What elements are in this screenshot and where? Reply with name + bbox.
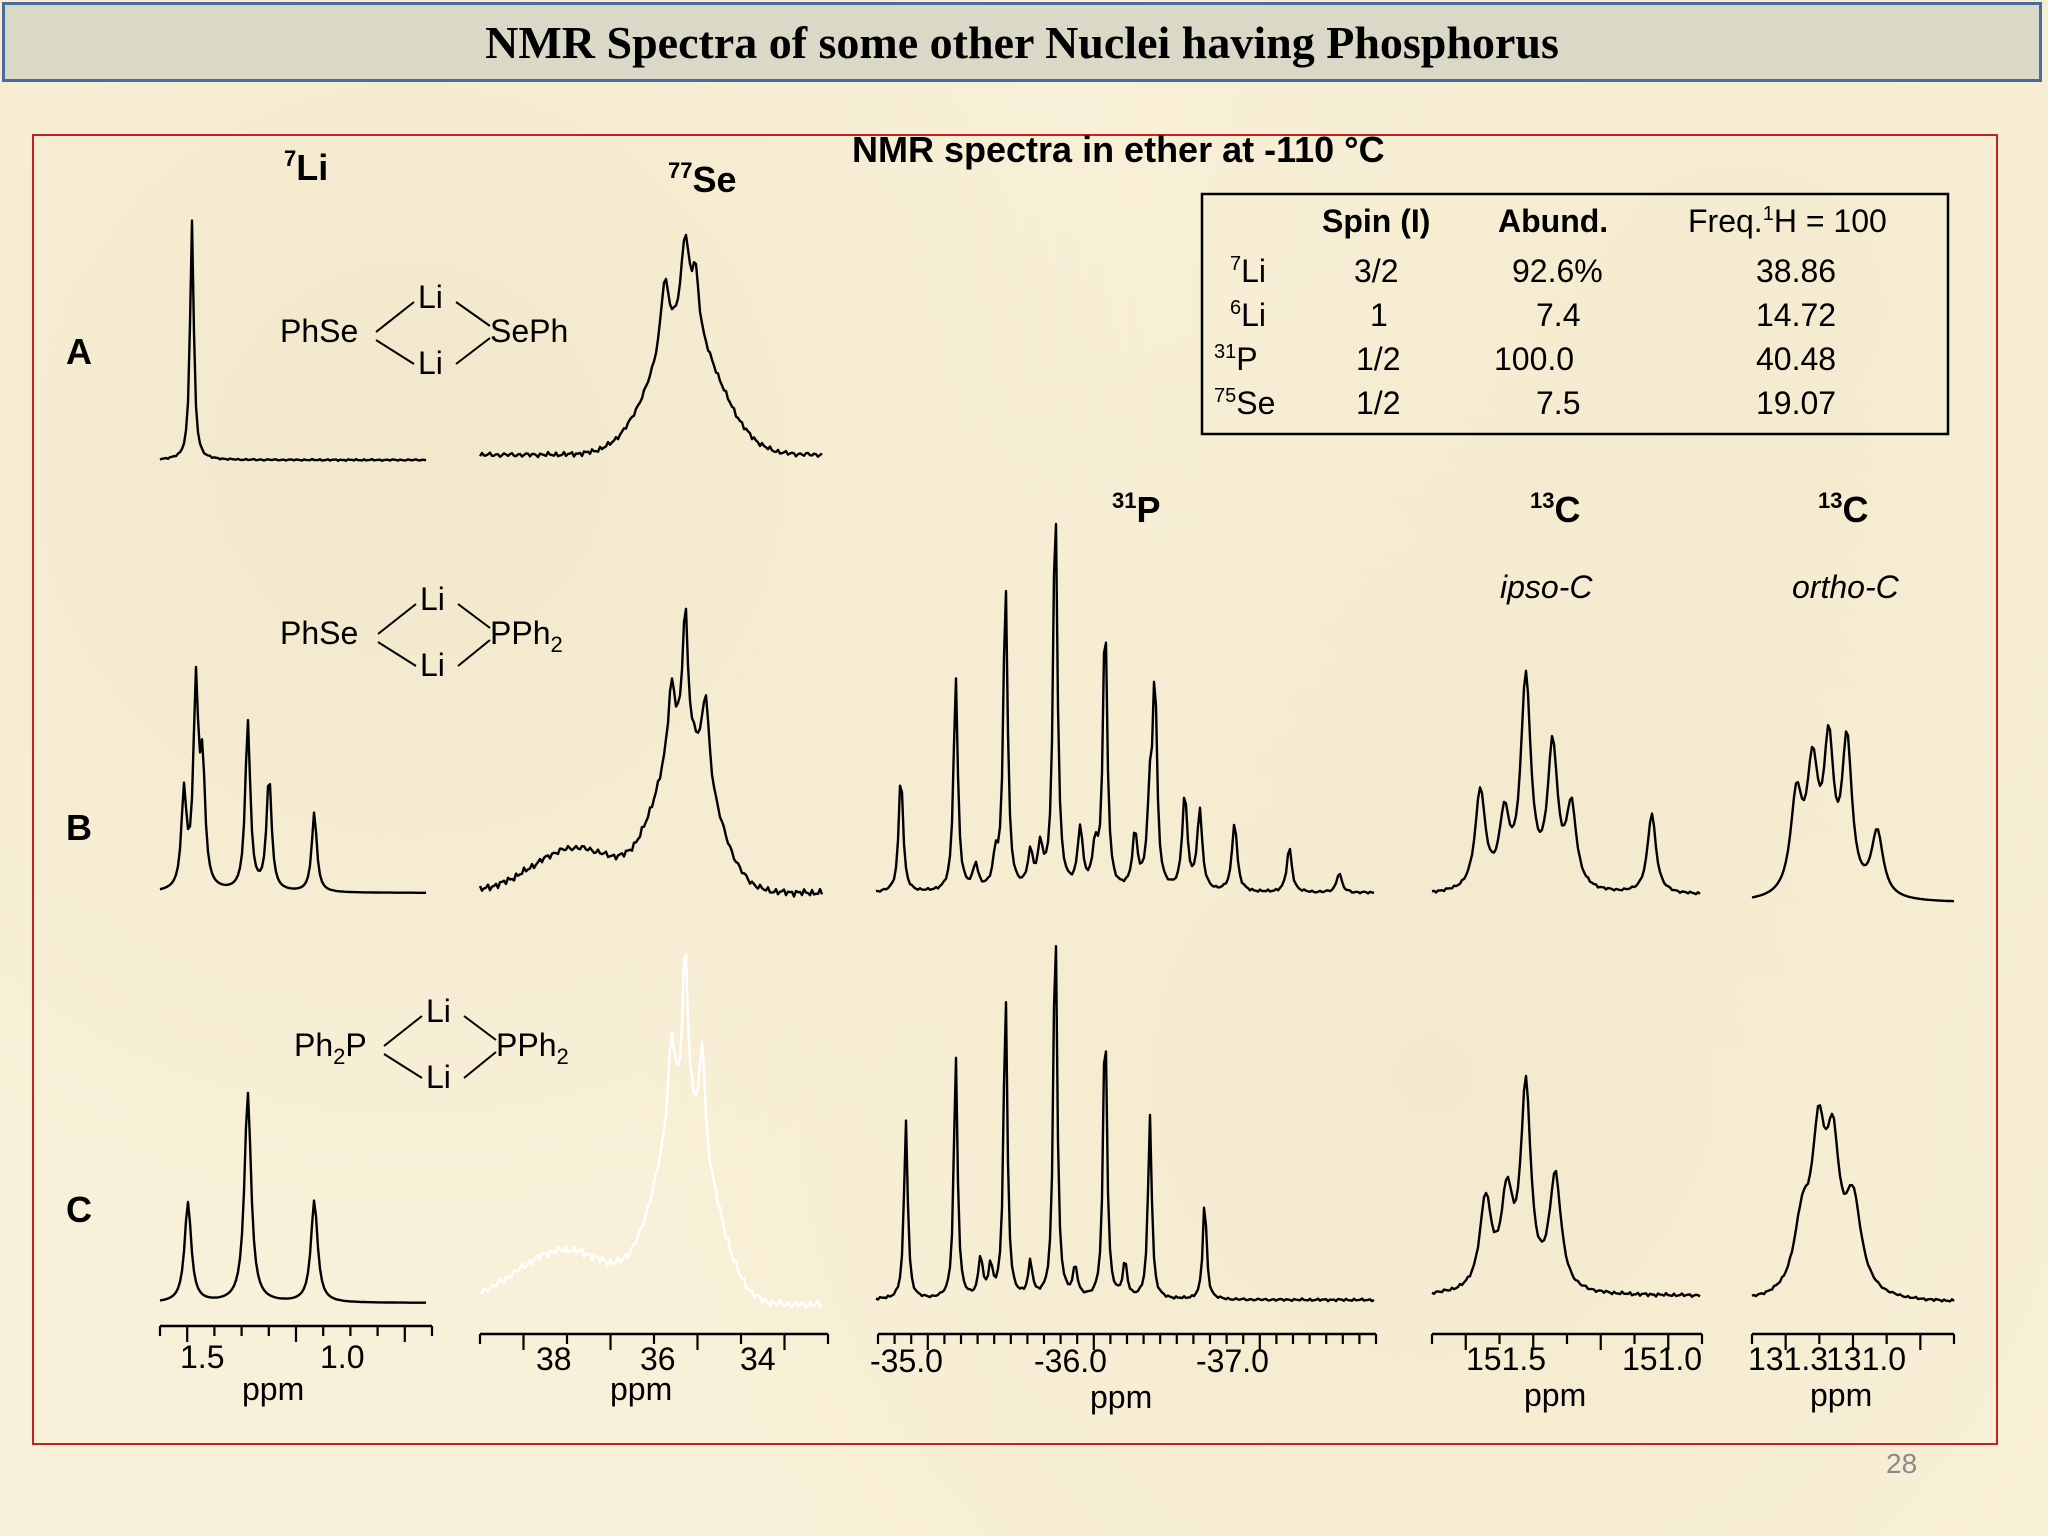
svg-text:SePh: SePh bbox=[490, 313, 568, 349]
header-c-ortho: 13C bbox=[1818, 488, 1868, 530]
tick-label: -37.0 bbox=[1196, 1343, 1269, 1379]
axis-unit: ppm bbox=[1524, 1377, 1586, 1413]
header-li: 7Li bbox=[284, 146, 328, 188]
p-c-trace bbox=[875, 945, 1375, 1303]
header-c-ipso: 13C bbox=[1530, 488, 1580, 530]
table-cell: 1/2 bbox=[1356, 385, 1400, 421]
tick-label: 38 bbox=[536, 1341, 572, 1377]
structure-a: PhSe Li Li SePh bbox=[280, 279, 568, 381]
se-c-trace bbox=[479, 953, 823, 1309]
table-cell: 7.5 bbox=[1536, 385, 1580, 421]
tick-label: 131.3 bbox=[1748, 1341, 1828, 1377]
axis-unit: ppm bbox=[610, 1371, 672, 1407]
c-ortho-b-trace bbox=[1751, 724, 1955, 903]
axis-unit: ppm bbox=[242, 1371, 304, 1407]
tick-label: -35.0 bbox=[870, 1343, 943, 1379]
svg-text:Li: Li bbox=[426, 993, 451, 1029]
table-cell: 7.4 bbox=[1536, 297, 1580, 333]
table-cell: 3/2 bbox=[1354, 253, 1398, 289]
c-ipso-c-trace bbox=[1431, 1074, 1701, 1298]
header-p: 31P bbox=[1112, 488, 1161, 530]
svg-text:Li: Li bbox=[420, 581, 445, 617]
li-c-trace bbox=[159, 1091, 426, 1304]
tick-label: 1.5 bbox=[180, 1339, 224, 1375]
axis-unit: ppm bbox=[1090, 1379, 1152, 1415]
table-row-label: 31P bbox=[1214, 341, 1258, 377]
svg-text:PhSe: PhSe bbox=[280, 313, 358, 349]
figure-frame bbox=[32, 134, 1998, 1445]
tick-label: 131.0 bbox=[1826, 1341, 1906, 1377]
table-cell: 38.86 bbox=[1756, 253, 1836, 289]
table-row-label: 6Li bbox=[1230, 297, 1266, 333]
table-row-label: 7Li bbox=[1230, 253, 1266, 289]
page-number: 28 bbox=[1886, 1448, 1918, 1479]
c-ipso-b-trace bbox=[1431, 669, 1701, 896]
table-cell: 40.48 bbox=[1756, 341, 1836, 377]
tick-label: -36.0 bbox=[1034, 1343, 1107, 1379]
slide-title-bar: NMR Spectra of some other Nuclei having … bbox=[2, 2, 2042, 82]
figure-main-title: NMR spectra in ether at -110 °C bbox=[852, 129, 1385, 170]
isotope-table: Spin (I) Abund. Freq.1H = 100 7Li 3/2 92… bbox=[1200, 192, 1950, 436]
table-cell: 100.0 bbox=[1494, 341, 1574, 377]
se-a-trace bbox=[478, 233, 823, 459]
row-label-a: A bbox=[66, 331, 92, 372]
table-cell: 1 bbox=[1370, 297, 1388, 333]
axis-labels: 1.5 1.0 ppm 38 36 34 ppm -35.0 -36.0 -37… bbox=[180, 1339, 1906, 1415]
se-b-trace bbox=[478, 607, 824, 898]
row-label-b: B bbox=[66, 807, 92, 848]
svg-text:PPh2: PPh2 bbox=[496, 1027, 569, 1069]
tick-label: 34 bbox=[740, 1341, 776, 1377]
row-label-c: C bbox=[66, 1189, 92, 1230]
tick-label: 151.0 bbox=[1622, 1341, 1702, 1377]
li-b-trace bbox=[159, 665, 426, 894]
table-cell: 1/2 bbox=[1356, 341, 1400, 377]
table-header-freq: Freq.1H = 100 bbox=[1688, 203, 1887, 239]
axis-unit: ppm bbox=[1810, 1377, 1872, 1413]
table-header-abund: Abund. bbox=[1498, 203, 1608, 239]
svg-text:Li: Li bbox=[418, 279, 443, 315]
axes-group bbox=[158, 1324, 1956, 1350]
svg-text:PPh2: PPh2 bbox=[490, 615, 563, 657]
tick-label: 1.0 bbox=[320, 1339, 364, 1375]
header-se: 77Se bbox=[668, 158, 737, 200]
slide-title: NMR Spectra of some other Nuclei having … bbox=[485, 16, 1559, 68]
structure-b: PhSe Li Li PPh2 bbox=[280, 581, 563, 683]
spectrum-traces bbox=[159, 219, 1955, 1309]
svg-text:Li: Li bbox=[426, 1059, 451, 1095]
structure-c: Ph2P Li Li PPh2 bbox=[294, 993, 569, 1095]
table-cell: 14.72 bbox=[1756, 297, 1836, 333]
table-row-label: 75Se bbox=[1214, 385, 1275, 421]
figure-texts: NMR spectra in ether at -110 °C 7Li 77Se… bbox=[66, 129, 1950, 1415]
svg-text:Li: Li bbox=[418, 345, 443, 381]
table-cell: 92.6% bbox=[1512, 253, 1603, 289]
table-cell: 19.07 bbox=[1756, 385, 1836, 421]
svg-text:PhSe: PhSe bbox=[280, 615, 358, 651]
p-b-trace bbox=[875, 522, 1375, 895]
tick-label: 36 bbox=[640, 1341, 676, 1377]
li-a-trace bbox=[159, 219, 427, 462]
svg-text:Li: Li bbox=[420, 647, 445, 683]
table-border bbox=[1200, 192, 1950, 436]
header-c-ipso-sub: ipso-C bbox=[1500, 569, 1593, 605]
header-c-ortho-sub: ortho-C bbox=[1792, 569, 1900, 605]
table-header-spin: Spin (I) bbox=[1322, 203, 1430, 239]
svg-text:Ph2P: Ph2P bbox=[294, 1027, 367, 1069]
c-ortho-c-trace bbox=[1751, 1104, 1955, 1303]
